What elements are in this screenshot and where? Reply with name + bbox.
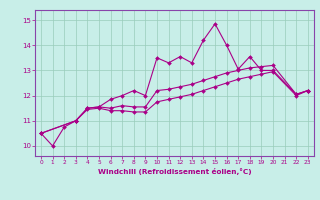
X-axis label: Windchill (Refroidissement éolien,°C): Windchill (Refroidissement éolien,°C) — [98, 168, 251, 175]
